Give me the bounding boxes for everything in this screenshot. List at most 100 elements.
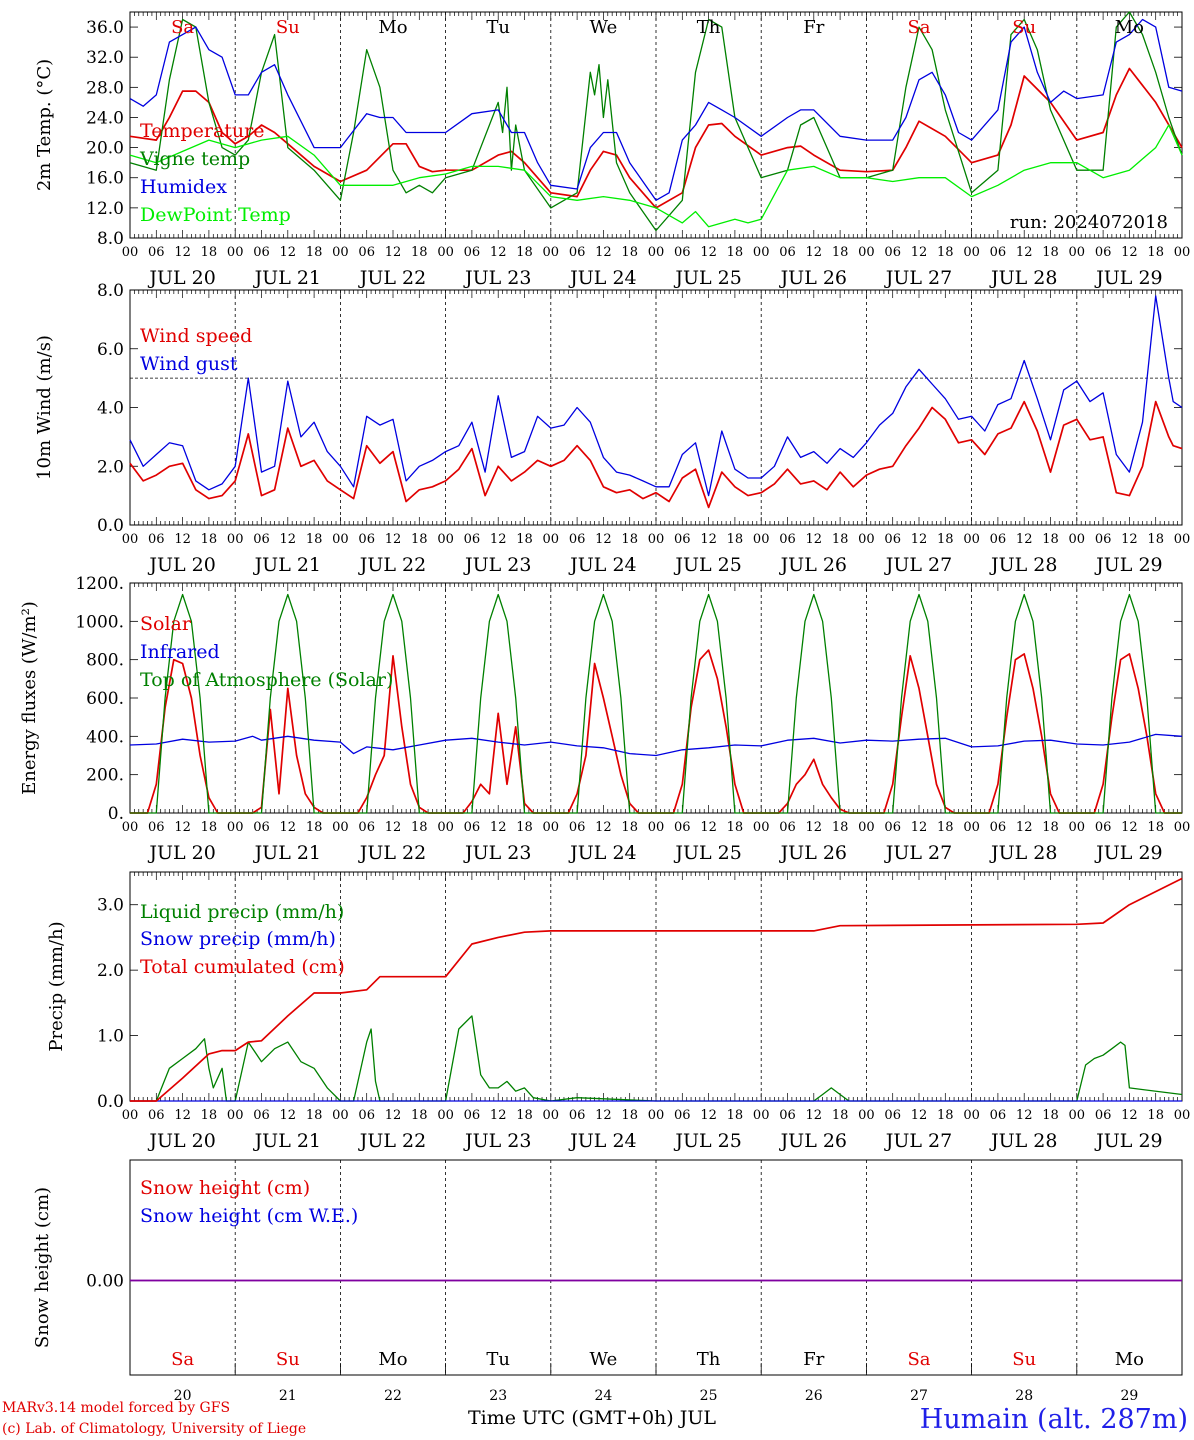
day-label: JUL 23 (463, 1130, 531, 1152)
hour-tick-label: 18 (1147, 1108, 1164, 1123)
hour-tick-label: 18 (937, 820, 954, 835)
legend-entry: Snow height (cm W.E.) (140, 1205, 358, 1227)
y-tick-label: 2.0 (97, 961, 124, 981)
day-label: JUL 29 (1094, 842, 1162, 864)
hour-tick-label: 00 (963, 245, 980, 260)
hour-tick-label: 00 (227, 245, 244, 260)
day-label: JUL 25 (673, 267, 741, 289)
day-label: JUL 25 (673, 1130, 741, 1152)
day-label: JUL 28 (989, 554, 1057, 576)
day-label: JUL 24 (568, 267, 636, 289)
hour-tick-label: 12 (595, 532, 612, 547)
hour-tick-label: 06 (464, 245, 481, 260)
hour-tick-label: 18 (937, 1108, 954, 1123)
day-number-label: 24 (594, 1388, 612, 1404)
y-tick-label: 36.0 (86, 18, 124, 38)
hour-tick-label: 06 (1095, 245, 1112, 260)
hour-tick-label: 06 (779, 1108, 796, 1123)
y-axis-label: 10m Wind (m/s) (34, 335, 55, 480)
day-label: JUL 22 (358, 267, 426, 289)
legend-entry: Total cumulated (cm) (140, 956, 345, 978)
hour-tick-label: 00 (753, 245, 770, 260)
hour-tick-label: 18 (516, 245, 533, 260)
panel-1: 8.0 12.0 16.0 20.0 24.0 28.0 32.0 36.0 2m Temp. … (34, 11, 1190, 289)
hour-tick-label: 18 (1147, 820, 1164, 835)
hour-tick-label: 06 (990, 245, 1007, 260)
hour-tick-label: 00 (543, 532, 560, 547)
hour-tick-label: 00 (753, 532, 770, 547)
hour-tick-label: 00 (543, 820, 560, 835)
hour-tick-label: 12 (385, 820, 402, 835)
hour-tick-label: 00 (122, 820, 139, 835)
station-label: Humain (alt. 287m) (920, 1404, 1188, 1435)
day-label: JUL 26 (779, 267, 847, 289)
hour-tick-label: 18 (937, 532, 954, 547)
day-number-label: 21 (279, 1388, 297, 1404)
y-axis-label: 2m Temp. (°C) (34, 59, 55, 191)
hour-tick-label: 06 (884, 1108, 901, 1123)
hour-tick-label: 06 (674, 1108, 691, 1123)
y-tick-label: 600. (86, 689, 124, 709)
y-tick-label: 3.0 (97, 896, 124, 916)
hour-tick-label: 06 (779, 532, 796, 547)
hour-tick-label: 00 (543, 1108, 560, 1123)
legend-entry: Humidex (140, 176, 227, 198)
hour-tick-label: 12 (806, 1108, 823, 1123)
hour-tick-label: 18 (727, 532, 744, 547)
hour-tick-label: 18 (1042, 532, 1059, 547)
series-line (129, 733, 1183, 757)
hour-tick-label: 06 (253, 820, 270, 835)
hour-tick-label: 18 (727, 1108, 744, 1123)
hour-tick-label: 12 (490, 245, 507, 260)
hour-tick-label: 18 (1042, 1108, 1059, 1123)
hour-tick-label: 12 (1121, 245, 1138, 260)
hour-tick-label: 06 (884, 532, 901, 547)
y-tick-label: 0.00 (86, 1272, 124, 1292)
hour-tick-label: 12 (280, 245, 297, 260)
weekday-label: Sa (171, 17, 194, 38)
hour-tick-label: 06 (569, 1108, 586, 1123)
credit-line-2: (c) Lab. of Climatology, University of L… (2, 1421, 306, 1437)
hour-tick-label: 18 (201, 245, 218, 260)
day-label: JUL 24 (568, 554, 636, 576)
hour-tick-label: 18 (621, 532, 638, 547)
day-number-label: 28 (1015, 1388, 1033, 1404)
hour-tick-label: 18 (621, 1108, 638, 1123)
hour-tick-label: 12 (595, 1108, 612, 1123)
hour-tick-label: 00 (122, 532, 139, 547)
day-label: JUL 21 (253, 842, 321, 864)
hour-tick-label: 00 (963, 820, 980, 835)
day-label: JUL 27 (884, 842, 952, 864)
day-label: JUL 20 (147, 267, 215, 289)
y-tick-label: 1.0 (97, 1027, 124, 1047)
series-line (129, 124, 1183, 228)
hour-tick-label: 00 (648, 532, 665, 547)
hour-tick-label: 18 (1147, 245, 1164, 260)
hour-tick-label: 00 (1069, 245, 1086, 260)
series-line (130, 593, 1182, 814)
hour-tick-label: 18 (201, 820, 218, 835)
y-tick-label: 1200. (75, 574, 124, 594)
hour-tick-label: 12 (174, 532, 191, 547)
hour-tick-label: 00 (1174, 1108, 1191, 1123)
hour-tick-label: 00 (437, 820, 454, 835)
series-line (129, 295, 1183, 497)
hour-tick-label: 06 (464, 1108, 481, 1123)
series-line (129, 400, 1183, 509)
hour-tick-label: 00 (753, 1108, 770, 1123)
day-number-label: 26 (805, 1388, 823, 1404)
hour-tick-label: 18 (621, 820, 638, 835)
weekday-label: Su (1012, 1349, 1036, 1370)
legend-entry: DewPoint Temp (140, 204, 291, 226)
hour-tick-label: 12 (1121, 532, 1138, 547)
hour-tick-label: 18 (201, 532, 218, 547)
y-tick-label: 6.0 (97, 340, 124, 360)
hour-tick-label: 12 (1016, 245, 1033, 260)
hour-tick-label: 18 (727, 245, 744, 260)
hour-tick-label: 12 (700, 1108, 717, 1123)
run-annotation: run: 2024072018 (1010, 212, 1168, 233)
weekday-label: Mo (1115, 17, 1144, 38)
hour-tick-label: 18 (832, 532, 849, 547)
weekday-label: Fr (803, 1349, 824, 1370)
hour-tick-label: 12 (1121, 1108, 1138, 1123)
